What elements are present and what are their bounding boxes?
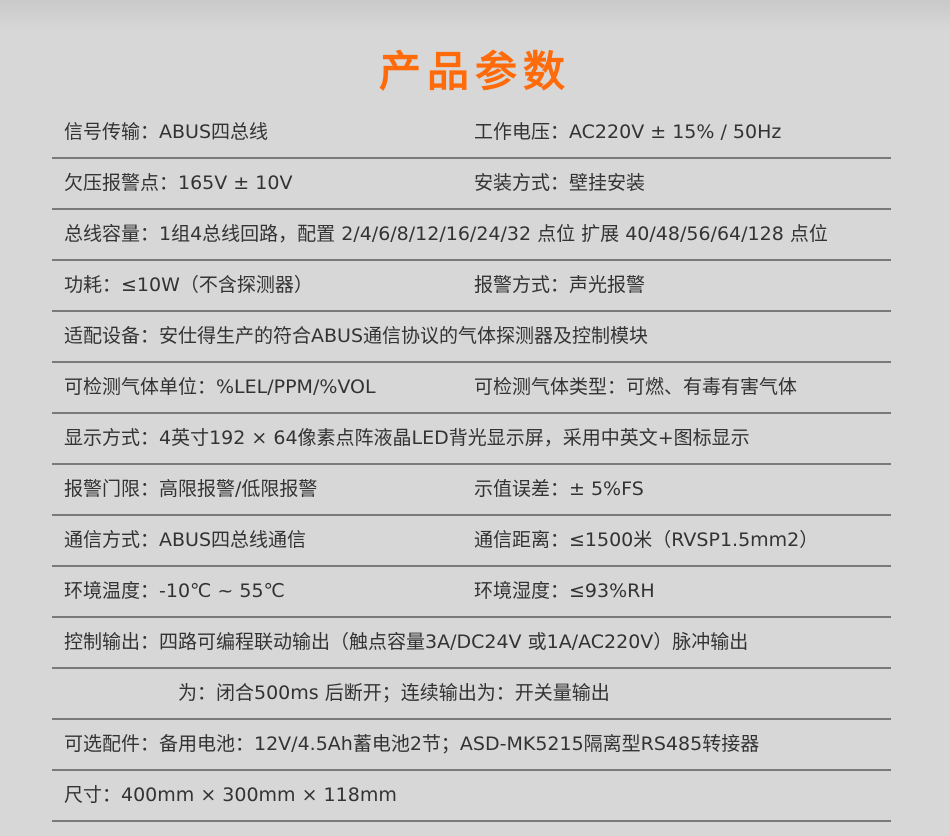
spec-row: 显示方式：4英寸192 × 64像素点阵液晶LED背光显示屏，采用中英文+图标显… bbox=[52, 414, 891, 465]
spec-row: 可检测气体单位：%LEL/PPM/%VOL 可检测气体类型：可燃、有毒有害气体 bbox=[52, 363, 891, 414]
spec-left: 欠压报警点：165V ± 10V bbox=[64, 172, 293, 194]
spec-right: 安装方式：壁挂安装 bbox=[474, 172, 646, 194]
spec-row: 通信方式：ABUS四总线通信 通信距离：≤1500米（RVSP1.5mm2） bbox=[52, 516, 891, 567]
spec-left: 可检测气体单位：%LEL/PPM/%VOL bbox=[64, 376, 376, 398]
spec-row: 尺寸：400mm × 300mm × 118mm bbox=[52, 771, 891, 822]
spec-left: 可选配件：备用电池：12V/4.5Ah蓄电池2节；ASD-MK5215隔离型RS… bbox=[64, 733, 760, 755]
spec-row: 为：闭合500ms 后断开；连续输出为：开关量输出 bbox=[52, 669, 891, 720]
spec-left: 显示方式：4英寸192 × 64像素点阵液晶LED背光显示屏，采用中英文+图标显… bbox=[64, 427, 750, 449]
spec-left: 控制输出：四路可编程联动输出（触点容量3A/DC24V 或1A/AC220V）脉… bbox=[64, 631, 749, 653]
spec-row: 适配设备：安仕得生产的符合ABUS通信协议的气体探测器及控制模块 bbox=[52, 312, 891, 363]
spec-left: 为：闭合500ms 后断开；连续输出为：开关量输出 bbox=[178, 682, 610, 704]
spec-right: 工作电压：AC220V ± 15% / 50Hz bbox=[474, 121, 782, 143]
spec-row: 报警门限：高限报警/低限报警 示值误差：± 5%FS bbox=[52, 465, 891, 516]
spec-row: 信号传输：ABUS四总线 工作电压：AC220V ± 15% / 50Hz bbox=[52, 108, 891, 159]
spec-left: 报警门限：高限报警/低限报警 bbox=[64, 478, 318, 500]
spec-left: 尺寸：400mm × 300mm × 118mm bbox=[64, 784, 397, 806]
spec-row: 控制输出：四路可编程联动输出（触点容量3A/DC24V 或1A/AC220V）脉… bbox=[52, 618, 891, 669]
spec-right: 通信距离：≤1500米（RVSP1.5mm2） bbox=[474, 529, 819, 551]
spec-left: 适配设备：安仕得生产的符合ABUS通信协议的气体探测器及控制模块 bbox=[64, 325, 649, 347]
spec-left: 通信方式：ABUS四总线通信 bbox=[64, 529, 307, 551]
spec-right: 环境湿度：≤93%RH bbox=[474, 580, 655, 602]
spec-row: 功耗：≤10W（不含探测器） 报警方式：声光报警 bbox=[52, 261, 891, 312]
spec-right: 示值误差：± 5%FS bbox=[474, 478, 644, 500]
spec-right: 可检测气体类型：可燃、有毒有害气体 bbox=[474, 376, 798, 398]
spec-right: 报警方式：声光报警 bbox=[474, 274, 646, 296]
spec-left: 功耗：≤10W（不含探测器） bbox=[64, 274, 313, 296]
spec-row: 可选配件：备用电池：12V/4.5Ah蓄电池2节；ASD-MK5215隔离型RS… bbox=[52, 720, 891, 771]
spec-row: 环境温度：-10℃ ~ 55℃ 环境湿度：≤93%RH bbox=[52, 567, 891, 618]
page-title: 产品参数 bbox=[378, 47, 571, 96]
spec-row: 欠压报警点：165V ± 10V 安装方式：壁挂安装 bbox=[52, 159, 891, 210]
spec-left: 环境温度：-10℃ ~ 55℃ bbox=[64, 580, 285, 602]
spec-row: 总线容量：1组4总线回路，配置 2/4/6/8/12/16/24/32 点位 扩… bbox=[52, 210, 891, 261]
spec-left: 信号传输：ABUS四总线 bbox=[64, 121, 268, 143]
spec-left: 总线容量：1组4总线回路，配置 2/4/6/8/12/16/24/32 点位 扩… bbox=[64, 223, 828, 245]
spec-table: 信号传输：ABUS四总线 工作电压：AC220V ± 15% / 50Hz 欠压报警… bbox=[52, 108, 891, 822]
